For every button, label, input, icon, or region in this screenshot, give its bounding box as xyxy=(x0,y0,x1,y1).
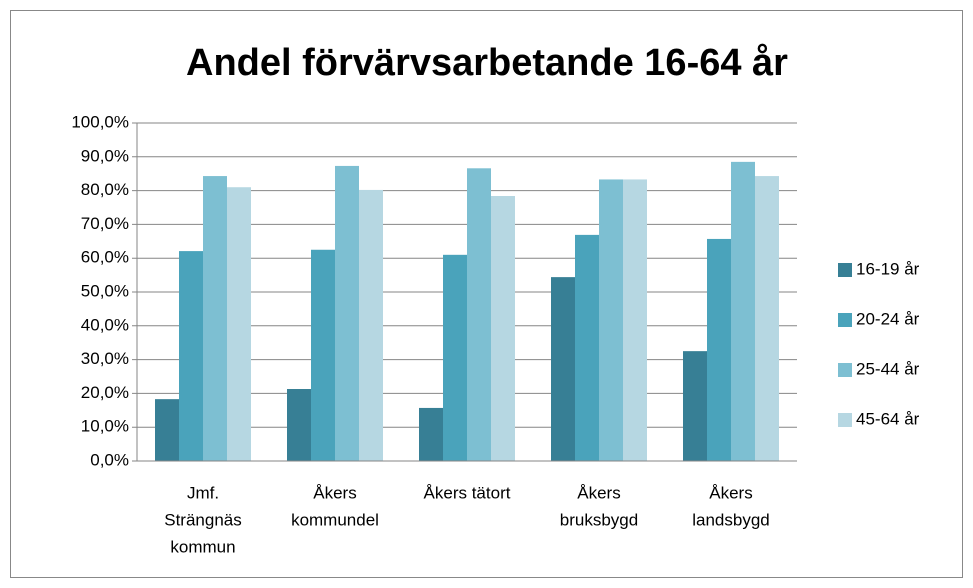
bar xyxy=(203,176,227,462)
chart-title: Andel förvärvsarbetande 16-64 år xyxy=(186,42,788,84)
x-tick-label: kommun xyxy=(170,537,235,556)
x-tick-label: Strängnäs xyxy=(164,510,242,529)
y-tick-label: 90,0% xyxy=(81,146,129,165)
bar xyxy=(359,189,383,461)
bar xyxy=(707,238,731,461)
y-tick-label: 80,0% xyxy=(81,180,129,199)
bar xyxy=(311,249,335,461)
y-tick-label: 20,0% xyxy=(81,383,129,402)
x-tick-label: landsbygd xyxy=(692,510,770,529)
y-tick-label: 70,0% xyxy=(81,214,129,233)
y-tick-label: 30,0% xyxy=(81,349,129,368)
bar xyxy=(575,234,599,461)
legend-swatch xyxy=(838,263,852,277)
bar xyxy=(599,179,623,462)
legend-label: 25-44 år xyxy=(856,359,920,378)
y-tick-label: 40,0% xyxy=(81,315,129,334)
bar xyxy=(227,187,251,461)
bar xyxy=(491,196,515,461)
bar xyxy=(335,165,359,461)
y-tick-label: 0,0% xyxy=(90,450,129,469)
bar xyxy=(155,399,179,461)
bar xyxy=(683,351,707,461)
bar xyxy=(467,168,491,462)
legend-label: 45-64 år xyxy=(856,409,920,428)
x-tick-label: Jmf. xyxy=(187,483,219,502)
y-tick-label: 100,0% xyxy=(71,112,129,131)
y-tick-label: 50,0% xyxy=(81,281,129,300)
bar xyxy=(443,254,467,461)
x-tick-label: Åkers xyxy=(313,483,356,502)
x-tick-label: Åkers xyxy=(577,483,620,502)
bar xyxy=(419,407,443,461)
legend-label: 20-24 år xyxy=(856,309,920,328)
legend-label: 16-19 år xyxy=(856,259,920,278)
x-tick-label: kommundel xyxy=(291,510,379,529)
bar xyxy=(179,251,203,461)
bar xyxy=(731,161,755,461)
x-tick-label: Åkers tätort xyxy=(424,483,511,502)
bar xyxy=(551,277,575,461)
x-tick-label: Åkers xyxy=(709,483,752,502)
legend-swatch xyxy=(838,413,852,427)
legend-swatch xyxy=(838,363,852,377)
y-tick-label: 60,0% xyxy=(81,248,129,267)
bar xyxy=(287,389,311,461)
bar xyxy=(623,179,647,462)
legend-swatch xyxy=(838,313,852,327)
y-tick-label: 10,0% xyxy=(81,417,129,436)
bar xyxy=(755,176,779,462)
x-tick-label: bruksbygd xyxy=(560,510,638,529)
